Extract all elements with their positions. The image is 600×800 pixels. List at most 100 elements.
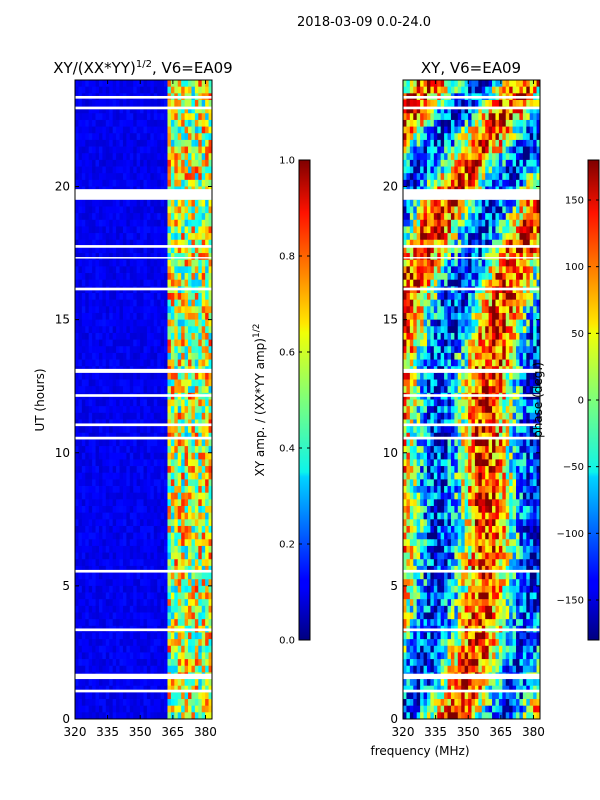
heatmap-cell bbox=[201, 179, 206, 187]
heatmap-cell bbox=[122, 146, 127, 154]
heatmap-cell bbox=[78, 179, 83, 187]
heatmap-cell bbox=[105, 386, 110, 394]
heatmap-cell bbox=[519, 86, 524, 94]
heatmap-cell bbox=[88, 472, 93, 480]
heatmap-cell bbox=[461, 233, 466, 241]
heatmap-cell bbox=[201, 386, 206, 394]
heatmap-cell bbox=[75, 319, 79, 327]
heatmap-cell bbox=[92, 246, 96, 254]
heatmap-cell bbox=[78, 173, 83, 181]
heatmap-cell bbox=[502, 173, 507, 181]
heatmap-cell bbox=[208, 506, 212, 514]
heatmap-cell bbox=[102, 372, 107, 380]
heatmap-cell bbox=[75, 665, 79, 673]
heatmap-cell bbox=[78, 619, 83, 627]
heatmap-cell bbox=[85, 565, 90, 573]
heatmap-cell bbox=[430, 106, 435, 114]
heatmap-cell bbox=[164, 113, 168, 121]
heatmap-cell bbox=[95, 246, 100, 254]
heatmap-cell bbox=[153, 499, 158, 507]
heatmap-cell bbox=[140, 153, 144, 161]
heatmap-cell bbox=[78, 206, 83, 214]
heatmap-cell bbox=[201, 539, 206, 547]
heatmap-cell bbox=[88, 206, 93, 214]
heatmap-cell bbox=[140, 279, 144, 287]
heatmap-cell bbox=[420, 153, 424, 161]
heatmap-cell bbox=[198, 412, 203, 420]
heatmap-cell bbox=[150, 499, 155, 507]
heatmap-cell bbox=[109, 306, 114, 314]
heatmap-cell bbox=[109, 699, 114, 707]
heatmap-cell bbox=[160, 293, 165, 301]
heatmap-cell bbox=[112, 119, 117, 127]
heatmap-cell bbox=[533, 246, 537, 254]
heatmap-cell bbox=[88, 712, 93, 719]
heatmap-cell bbox=[119, 612, 124, 620]
heatmap-cell bbox=[95, 432, 100, 440]
heatmap-cell bbox=[198, 585, 203, 593]
heatmap-cell bbox=[529, 146, 534, 154]
heatmap-cell bbox=[170, 339, 175, 347]
heatmap-cell bbox=[194, 559, 199, 567]
heatmap-cell bbox=[181, 372, 185, 380]
heatmap-cell bbox=[170, 699, 175, 707]
heatmap-cell bbox=[516, 213, 520, 221]
heatmap-cell bbox=[140, 293, 144, 301]
heatmap-cell bbox=[153, 173, 158, 181]
heatmap-cell bbox=[157, 293, 162, 301]
heatmap-cell bbox=[409, 133, 414, 141]
heatmap-cell bbox=[450, 80, 455, 88]
heatmap-cell bbox=[92, 239, 96, 247]
heatmap-cell bbox=[481, 133, 486, 141]
heatmap-cell bbox=[205, 219, 209, 227]
heatmap-cell bbox=[474, 119, 479, 127]
heatmap-cell bbox=[153, 599, 158, 607]
heatmap-cell bbox=[122, 419, 127, 427]
heatmap-cell bbox=[98, 346, 103, 354]
heatmap-cell bbox=[529, 99, 534, 108]
heatmap-cell bbox=[112, 226, 117, 234]
heatmap-cell bbox=[201, 492, 206, 500]
heatmap-cell bbox=[81, 499, 86, 507]
heatmap-cell bbox=[430, 80, 435, 88]
heatmap-cell bbox=[177, 179, 182, 187]
heatmap-cell bbox=[174, 605, 179, 613]
heatmap-cell bbox=[81, 605, 86, 613]
heatmap-cell bbox=[201, 705, 206, 713]
heatmap-cell bbox=[160, 439, 165, 447]
heatmap-cell bbox=[102, 146, 107, 154]
heatmap-cell bbox=[116, 113, 120, 121]
heatmap-cell bbox=[426, 219, 431, 227]
heatmap-cell bbox=[75, 466, 79, 474]
heatmap-cell bbox=[102, 545, 107, 553]
heatmap-cell bbox=[191, 572, 196, 580]
heatmap-cell bbox=[109, 579, 114, 587]
heatmap-cell bbox=[136, 506, 141, 514]
heatmap-cell bbox=[129, 506, 134, 514]
heatmap-cell bbox=[522, 159, 527, 167]
heatmap-cell bbox=[164, 612, 168, 620]
heatmap-cell bbox=[177, 159, 182, 167]
heatmap-cell bbox=[181, 592, 185, 600]
heatmap-cell bbox=[191, 146, 196, 154]
heatmap-cell bbox=[102, 312, 107, 321]
heatmap-cell bbox=[75, 459, 79, 467]
heatmap-cell bbox=[170, 273, 175, 281]
heatmap-cell bbox=[98, 699, 103, 707]
heatmap-cell bbox=[194, 599, 199, 607]
heatmap-cell bbox=[95, 466, 100, 474]
heatmap-cell bbox=[191, 399, 196, 407]
heatmap-cell bbox=[109, 399, 114, 407]
heatmap-cell bbox=[146, 592, 151, 600]
heatmap-cell bbox=[205, 459, 209, 467]
heatmap-cell bbox=[98, 80, 103, 88]
heatmap-cell bbox=[167, 419, 172, 427]
heatmap-cell bbox=[88, 565, 93, 573]
heatmap-cell bbox=[105, 319, 110, 327]
heatmap-cell bbox=[416, 139, 421, 147]
heatmap-cell bbox=[495, 113, 500, 121]
heatmap-cell bbox=[492, 199, 496, 207]
heatmap-cell bbox=[471, 80, 476, 88]
heatmap-cell bbox=[157, 352, 162, 360]
heatmap-cell bbox=[95, 166, 100, 174]
